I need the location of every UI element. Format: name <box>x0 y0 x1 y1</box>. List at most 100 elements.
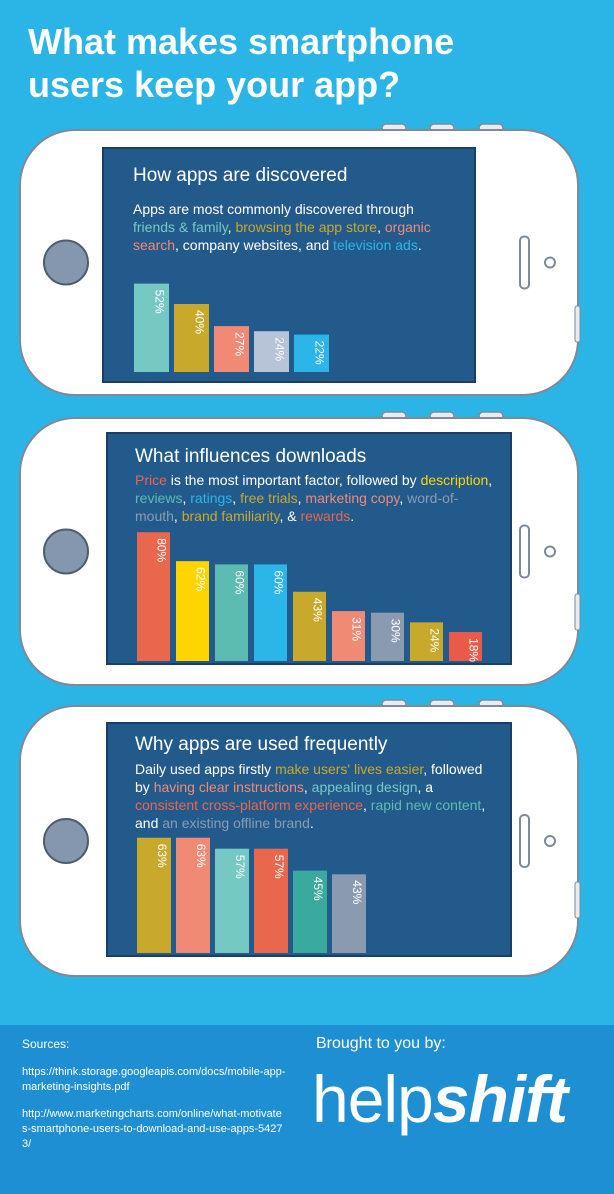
description-segment: , & <box>279 508 301 524</box>
chart-description: Daily used apps firstly make users' live… <box>135 760 495 832</box>
chart-title: Why apps are used frequently <box>135 734 388 755</box>
bar <box>215 564 248 661</box>
description-segment: consistent cross-platform experience <box>135 797 363 813</box>
description-segment: , a <box>417 779 434 795</box>
description-segment: Apps are most commonly discovered throug… <box>133 201 414 217</box>
value-label: 60% <box>272 570 286 594</box>
bar <box>410 622 443 661</box>
value-label: 22% <box>313 341 327 365</box>
page-title: What makes smartphone users keep your ap… <box>28 21 455 105</box>
bar <box>294 334 329 372</box>
bar <box>134 283 169 372</box>
description-segment: , <box>182 490 191 506</box>
bar <box>332 611 365 661</box>
value-label: 30% <box>389 619 403 643</box>
description-segment: reviews <box>135 490 183 506</box>
bar <box>254 331 289 372</box>
bar <box>371 612 404 661</box>
credit: Brought to you by: <box>316 1035 446 1052</box>
bar <box>332 874 366 953</box>
description-segment: , company websites, and <box>175 237 334 253</box>
description-segment: , <box>232 490 241 506</box>
description-segment: free trials <box>240 490 298 506</box>
chart-description: Price is the most important factor, foll… <box>135 471 495 525</box>
value-label: 18% <box>467 638 481 662</box>
description-segment: word-of-mouth <box>135 490 459 524</box>
description-segment: appealing design <box>311 779 418 795</box>
value-label: 43% <box>311 598 325 622</box>
value-label: 57% <box>272 855 286 879</box>
value-label: 45% <box>311 877 325 901</box>
value-label: 40% <box>193 310 207 334</box>
description-segment: , followed by <box>135 761 483 795</box>
description-segment: , <box>488 472 493 488</box>
bar <box>137 837 171 953</box>
camera <box>544 545 556 558</box>
speaker <box>519 814 530 868</box>
bar <box>254 564 287 661</box>
bar <box>214 326 249 372</box>
value-label: 24% <box>428 628 442 652</box>
source: http://www.marketingcharts.com/online/wh… <box>22 1108 283 1150</box>
description-segment: . <box>309 815 314 831</box>
description-segment: Daily used apps firstly <box>135 761 276 777</box>
bar <box>215 848 249 953</box>
speaker <box>519 524 530 579</box>
value-label: 62% <box>194 567 208 591</box>
description-segment: description <box>420 472 489 488</box>
description-segment: having clear instructions <box>153 779 304 795</box>
description-segment: , <box>303 779 312 795</box>
bar <box>293 870 327 953</box>
description-segment: television ads <box>333 237 418 253</box>
description-segment: browsing the app store <box>235 219 378 235</box>
bar <box>449 632 482 661</box>
description-segment: , <box>173 508 182 524</box>
value-label: 60% <box>233 570 247 594</box>
home-button <box>43 239 89 286</box>
chart-description: Apps are most commonly discovered throug… <box>133 200 453 254</box>
description-segment: , <box>377 219 385 235</box>
footer: Sources: https://think.storage.googleapi… <box>0 1025 614 1194</box>
brand: helpshift <box>312 1061 568 1137</box>
bar <box>176 837 210 953</box>
value-label: 43% <box>350 880 364 904</box>
description-segment: make users' lives easier <box>275 761 424 777</box>
value-label: 52% <box>153 290 167 314</box>
description-segment: an existing offline brand <box>162 815 310 831</box>
bar <box>174 304 209 372</box>
description-segment: , and <box>135 797 486 831</box>
description-segment: friends & family <box>133 219 228 235</box>
speaker <box>519 235 530 290</box>
description-segment: is the most important factor, followed b… <box>166 472 421 488</box>
value-label: 31% <box>350 617 364 641</box>
bar <box>137 532 170 661</box>
value-label: 63% <box>155 844 169 868</box>
description-segment: rapid new content <box>370 797 482 813</box>
value-label: 80% <box>155 538 169 562</box>
source: https://think.storage.googleapis.com/doc… <box>22 1066 286 1093</box>
value-label: 27% <box>233 332 247 356</box>
bar <box>293 591 326 661</box>
description-segment: rewards <box>300 508 351 524</box>
description-segment: . <box>417 237 422 253</box>
brand-bold: shift <box>432 1062 568 1136</box>
side-button <box>574 305 581 343</box>
description-segment: brand familiarity <box>181 508 280 524</box>
value-label: 63% <box>194 844 208 868</box>
value-label: 24% <box>273 337 287 361</box>
description-segment: ratings <box>190 490 233 506</box>
description-segment: organic search <box>133 219 431 253</box>
bar <box>254 848 288 953</box>
description-segment: . <box>350 508 355 524</box>
home-button <box>43 818 89 864</box>
side-button <box>574 881 581 919</box>
sources-label: Sources: <box>22 1037 70 1051</box>
camera <box>544 835 556 847</box>
value-label: 57% <box>233 855 247 879</box>
bar <box>176 561 209 661</box>
description-segment: , <box>399 490 408 506</box>
side-button <box>574 593 581 631</box>
chart-title: What influences downloads <box>135 446 367 467</box>
